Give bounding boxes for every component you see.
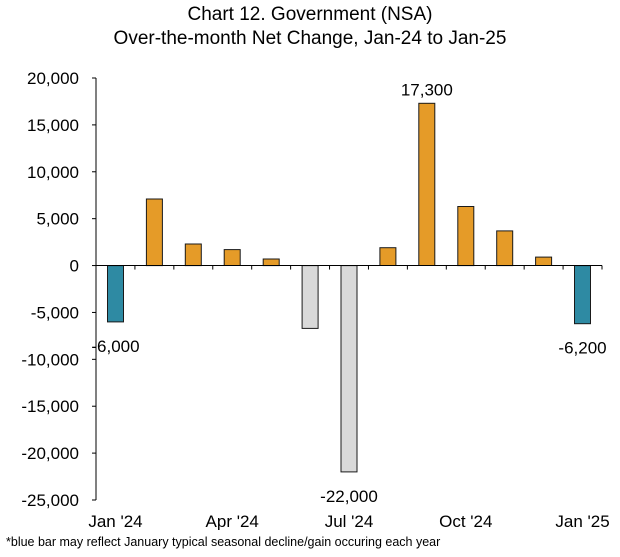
data-label: -6,200: [558, 339, 606, 358]
bar-0: [107, 265, 124, 323]
y-tick-label: 10,000: [27, 163, 79, 182]
chart-title: Chart 12. Government (NSA): [187, 4, 433, 25]
y-tick-label: -15,000: [21, 397, 79, 416]
bar-1: [145, 198, 163, 267]
bar-5: [301, 265, 319, 329]
bar-2: [184, 243, 202, 267]
bar-9: [457, 206, 475, 267]
bar-11: [535, 256, 553, 267]
y-tick-label: 15,000: [27, 116, 79, 135]
bar-8: [418, 102, 436, 266]
y-tick-label: 0: [70, 257, 79, 276]
x-tick-label: Apr '24: [206, 512, 259, 530]
x-tick-label: Jul '24: [325, 512, 374, 530]
y-tick-label: -10,000: [21, 350, 79, 369]
x-tick-label: Oct '24: [439, 512, 492, 530]
bar-3: [223, 249, 241, 267]
data-label: -22,000: [320, 487, 378, 506]
chart-subtitle: Over-the-month Net Change, Jan-24 to Jan…: [113, 28, 507, 49]
x-tick-label: Jan '25: [555, 512, 609, 530]
bar-chart: 20,000 15,000 10,000 5,000 0 -5,000 -10,000 -15…: [21, 69, 609, 530]
y-tick-label: -20,000: [21, 444, 79, 463]
y-tick-label: 5,000: [36, 210, 79, 229]
bar-12: [574, 265, 591, 325]
chart-footnote: *blue bar may reflect January typical se…: [6, 535, 441, 549]
bar-7: [379, 247, 397, 266]
y-tick-label: 20,000: [27, 69, 79, 88]
data-label: 17,300: [401, 80, 453, 99]
y-tick-label: -25,000: [21, 491, 79, 510]
bar-10: [496, 230, 514, 267]
bar-6: [340, 265, 358, 473]
x-tick-label: Jan '24: [88, 512, 142, 530]
data-label: -6,000: [91, 337, 139, 356]
y-tick-label: -5,000: [31, 303, 79, 322]
bar-4: [262, 258, 280, 267]
